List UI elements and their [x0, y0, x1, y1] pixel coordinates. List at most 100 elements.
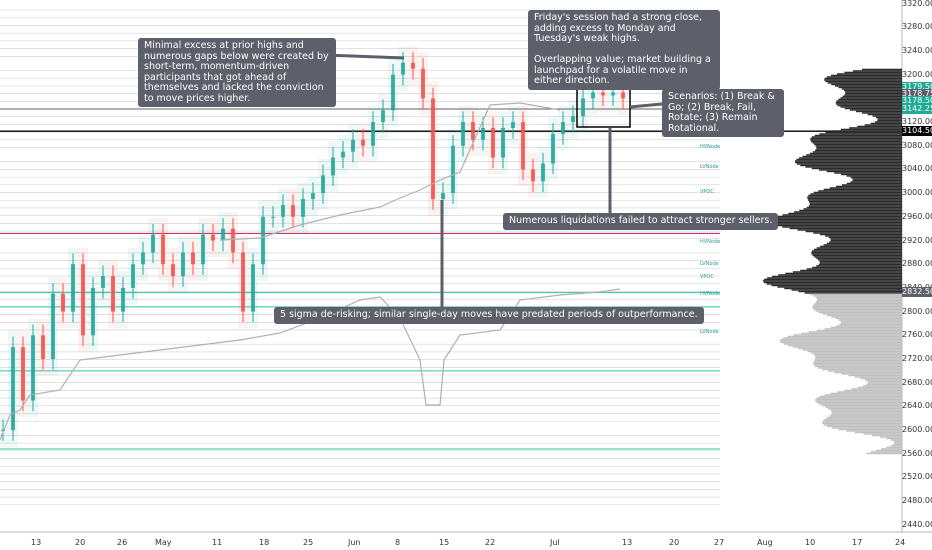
volume-profile-bar [830, 409, 902, 411]
price-tick-label: 2960.00 [902, 211, 932, 221]
vwap-line [0, 288, 621, 441]
session-range [208, 218, 218, 258]
candle-body [371, 122, 375, 146]
volume-profile-bar [796, 163, 902, 165]
session-range [358, 123, 368, 163]
volume-profile-bar [814, 149, 902, 152]
volume-profile-bar [802, 349, 902, 351]
candle-body [151, 234, 155, 253]
session-range [578, 81, 588, 133]
volume-profile-bar [840, 320, 902, 323]
session-range [248, 247, 258, 329]
level-label: HVNode [700, 144, 721, 150]
volume-profile-bar [809, 152, 902, 155]
date-tick-label: Aug [757, 538, 773, 547]
volume-profile-bar [816, 146, 902, 149]
volume-profile-bar [809, 202, 902, 204]
candle-body [71, 264, 75, 312]
price-tick-label: 3240.00 [902, 45, 932, 55]
volume-profile-bar [890, 439, 902, 441]
volume-profile-bar [849, 127, 902, 129]
volume-profile-bar [866, 383, 902, 386]
volume-profile-bar [872, 434, 902, 437]
session-range [458, 105, 468, 163]
volume-profile-bar [824, 77, 902, 80]
session-range [378, 93, 388, 139]
session-range [388, 58, 398, 127]
volume-profile-bar [823, 424, 902, 426]
session-range [398, 46, 408, 92]
annotation-connector [629, 102, 663, 109]
session-range [318, 158, 328, 210]
volume-profile-bar [802, 155, 902, 158]
volume-profile-bar [795, 161, 902, 164]
session-range [328, 140, 338, 192]
volume-profile-bar [815, 356, 902, 359]
candle-body [261, 216, 265, 265]
volume-profile-bar [811, 251, 902, 254]
session-range [48, 277, 58, 376]
session-range [608, 75, 618, 112]
candle-body [471, 122, 475, 140]
volume-profile-bar [796, 158, 902, 161]
volume-profile-bar [816, 247, 902, 249]
volume-profile-bar [782, 226, 902, 228]
volume-profile-bar [787, 335, 902, 338]
volume-profile-bar [854, 431, 902, 434]
volume-profile-bar [813, 353, 902, 356]
volume-profile-bar [813, 361, 902, 363]
candle-body [431, 98, 435, 200]
volume-profile-bar [867, 113, 902, 116]
candle-body [31, 335, 35, 401]
session-range [308, 176, 318, 216]
volume-profile-bar [793, 334, 902, 336]
level-label: HVNode [700, 291, 721, 297]
volume-profile-bar [857, 125, 902, 128]
volume-profile-bar [872, 115, 902, 117]
candle-body [501, 127, 505, 158]
volume-profile-bar [839, 323, 902, 326]
volume-profile-bar [835, 101, 902, 104]
price-badge: 3178.50 [902, 96, 932, 107]
candle-body [51, 293, 55, 360]
volume-profile-bar [815, 358, 902, 360]
volume-profile-bar [794, 160, 902, 162]
volume-profile-bar [797, 347, 902, 350]
session-range [218, 212, 228, 258]
candle-body [551, 133, 555, 164]
volume-profile-bar [843, 89, 902, 92]
volume-profile-bar [792, 271, 902, 273]
date-tick-label: 10 [805, 538, 816, 547]
candle-body [301, 199, 305, 217]
volume-profile-bar [767, 277, 902, 279]
level-label: VPOC [700, 274, 714, 280]
price-tick-label: 3200.00 [902, 69, 932, 79]
volume-profile-bar [810, 137, 902, 140]
volume-profile-bar [807, 197, 902, 200]
price-tick-label: 3320.00 [902, 0, 932, 8]
price-tick-label: 2720.00 [902, 354, 932, 363]
session-range [288, 188, 298, 234]
candle-body [81, 264, 85, 336]
date-tick-label: 22 [485, 538, 496, 547]
candle-body [411, 62, 415, 69]
volume-profile-bar [800, 164, 902, 167]
volume-profile-bar [772, 217, 902, 219]
price-tick-label: 3000.00 [902, 188, 932, 198]
volume-profile-bar [862, 68, 902, 71]
volume-profile-bar [893, 440, 902, 443]
volume-profile-bar [850, 181, 902, 183]
candle-body [211, 234, 215, 241]
volume-profile-bar [841, 373, 902, 375]
volume-profile-bar [834, 85, 902, 87]
session-range [538, 146, 548, 198]
volume-profile-bar [874, 121, 902, 123]
volume-profile-bar [844, 389, 902, 392]
volume-profile-bar [840, 322, 902, 324]
session-range [438, 176, 448, 216]
volume-profile-bar [838, 98, 902, 101]
volume-profile-bar [816, 257, 902, 260]
volume-profile-bar [804, 292, 902, 294]
volume-profile-bar [819, 262, 902, 264]
volume-profile-bar [857, 386, 902, 389]
